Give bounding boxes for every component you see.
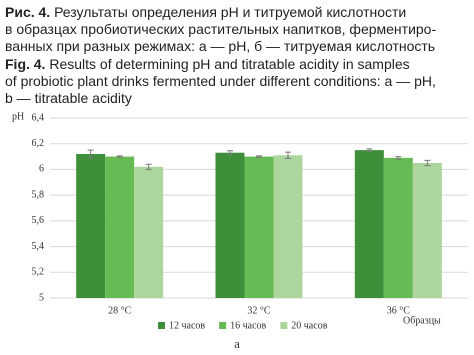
caption-ru-text: в образцах пробиотических растительных н…	[5, 21, 436, 37]
y-tick-label: 6,4	[32, 112, 45, 123]
error-bar	[424, 159, 431, 167]
legend-label: 20 часов	[291, 320, 327, 331]
error-bar	[116, 155, 123, 158]
bar	[76, 154, 106, 298]
legend-swatch	[158, 322, 165, 329]
caption-en-text: b — titratable acidity	[5, 90, 132, 106]
caption-en-label: Fig. 4.	[5, 56, 45, 72]
bar	[105, 156, 135, 298]
legend-label: 16 часов	[230, 320, 266, 331]
error-bar	[227, 150, 233, 156]
panel-label: а	[234, 336, 240, 351]
bar	[244, 156, 274, 298]
caption-en-line: Fig. 4. Results of determining pH and ti…	[5, 56, 410, 72]
x-tick-label: 28 °C	[108, 305, 131, 316]
y-axis-label: pH	[12, 111, 24, 122]
legend-swatch	[280, 322, 288, 329]
error-bar	[285, 151, 291, 159]
y-tick-label: 5,2	[32, 267, 45, 278]
bar	[134, 166, 164, 298]
caption-en-text: of probiotic plant drinks fermented unde…	[5, 73, 436, 89]
x-axis-label: Образцы	[403, 315, 441, 326]
x-tick-label: 36 °C	[387, 305, 410, 316]
error-bar	[87, 149, 94, 159]
y-tick-label: 5,8	[32, 189, 45, 200]
bar	[383, 157, 413, 298]
y-tick-label: 5,4	[32, 241, 45, 252]
y-tick-label: 5	[39, 292, 44, 303]
error-bar	[366, 148, 373, 152]
error-bar	[395, 156, 402, 160]
bar	[354, 150, 384, 298]
y-tick-label: 6,2	[32, 138, 45, 149]
error-bar	[145, 163, 152, 170]
caption-ru-text: ванных при разных режимах: а — pH, б — т…	[5, 38, 435, 54]
caption-ru-line: Рис. 4. Результаты определения pH и титр…	[5, 4, 406, 20]
bar	[412, 163, 442, 298]
bar	[215, 152, 245, 298]
legend-swatch	[219, 322, 227, 329]
error-bar	[256, 155, 262, 158]
legend-label: 12 часов	[169, 320, 205, 331]
x-tick-label: 32 °C	[247, 305, 270, 316]
y-tick-label: 6	[39, 164, 44, 175]
bar	[273, 155, 303, 298]
y-tick-label: 5,6	[32, 215, 45, 226]
caption-ru-label: Рис. 4.	[5, 4, 50, 20]
caption-en-text: Results of determining pH and titratable…	[49, 56, 409, 72]
caption-ru-text: Результаты определения pH и титруемой ки…	[54, 4, 406, 20]
